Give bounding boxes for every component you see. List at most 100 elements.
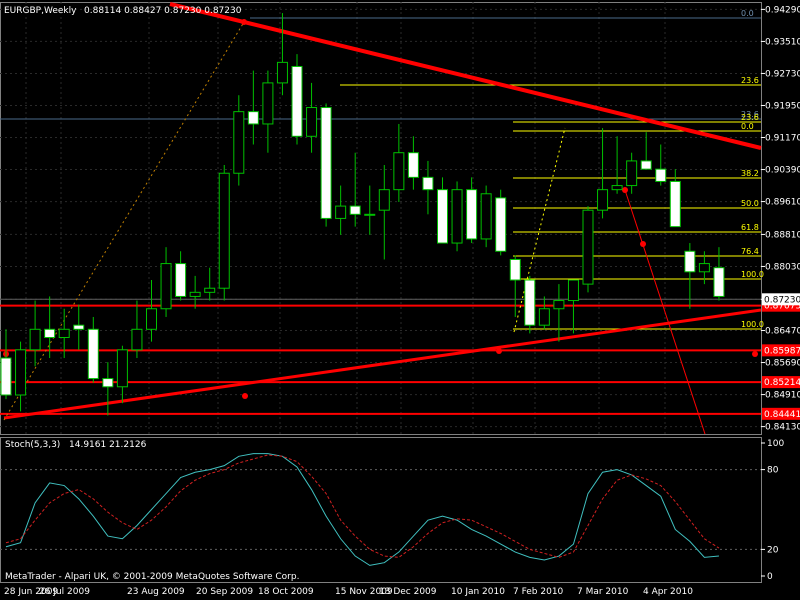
candle-body — [291, 65, 303, 137]
candle-body — [626, 160, 638, 187]
fib-label: 100.0 — [741, 320, 764, 329]
time-tick-label: 15 Nov 2009 — [335, 587, 393, 597]
resistance-trendline[interactable] — [169, 2, 762, 150]
stochastic-panel — [0, 453, 761, 566]
candle-body — [480, 193, 492, 240]
time-tick-label: 4 Apr 2010 — [643, 587, 693, 597]
anchor-point[interactable] — [640, 241, 646, 247]
candle-body — [306, 107, 318, 137]
time-tick-label: 7 Mar 2010 — [577, 587, 629, 597]
price-tick-label: 0.91170 — [765, 134, 800, 144]
price-tick-label: 0.91950 — [765, 101, 800, 111]
candle-body — [466, 189, 478, 240]
current-price-label: 0.87230 — [764, 295, 800, 305]
candle-body — [44, 328, 56, 338]
time-tick-label: 10 Jan 2010 — [451, 587, 505, 597]
candle-body — [553, 300, 565, 310]
candle-body — [655, 168, 667, 182]
candle-body — [684, 250, 696, 273]
candle-body — [15, 349, 27, 396]
stoch-tick-label: 100 — [767, 439, 784, 449]
candle-body — [58, 328, 70, 338]
candle-body — [87, 328, 99, 380]
candle-body — [116, 349, 128, 388]
candle-body — [146, 308, 157, 330]
level-price-tag — [762, 407, 800, 420]
price-tick-label: 0.93510 — [765, 37, 800, 47]
price-tick-label: 0.86470 — [765, 327, 800, 337]
candle-body — [378, 189, 390, 211]
price-tick-label: 0.89610 — [765, 198, 800, 208]
candle-body — [364, 213, 376, 216]
fib-label: 0.0 — [741, 122, 754, 131]
candle-body — [349, 205, 361, 215]
time-tick-label: 20 Sep 2009 — [196, 587, 253, 597]
time-tick-label: 28 Jun 2009 — [4, 587, 58, 597]
price-tick-label: 0.84910 — [765, 391, 800, 401]
stoch-tick-label: 80 — [767, 466, 779, 476]
candle-body — [524, 279, 536, 326]
candle-body — [320, 107, 332, 219]
candle-body — [262, 82, 274, 125]
fib-label: 38.2 — [741, 169, 759, 178]
candle-body — [495, 197, 507, 252]
price-tick-label: 0.85690 — [765, 359, 800, 369]
candle-body — [131, 328, 143, 351]
level-price-label: 0.87075 — [764, 302, 800, 312]
candle-body — [538, 308, 550, 326]
stoch-main-line — [5, 453, 719, 566]
anchor-point[interactable] — [242, 393, 248, 399]
stoch-values: 14.9161 21.2126 — [69, 440, 147, 450]
current-price-tag — [762, 293, 800, 306]
horizontal-levels — [0, 298, 761, 415]
candle-body — [713, 267, 725, 297]
anchor-point[interactable] — [241, 19, 247, 25]
copyright-text: MetaTrader - Alpari UK, © 2001-2009 Meta… — [5, 572, 299, 582]
price-tick-label: 0.88030 — [765, 262, 800, 272]
candle-body — [611, 185, 623, 191]
candle-body — [335, 205, 347, 219]
projection-line[interactable] — [624, 189, 706, 435]
level-price-tag — [762, 344, 800, 357]
candles — [0, 13, 725, 416]
candle-body — [0, 357, 12, 396]
stoch-tick-label: 20 — [767, 545, 779, 555]
candle-body — [640, 160, 652, 170]
fib-label: 100.0 — [741, 270, 764, 279]
candle-body — [204, 287, 216, 293]
fib-anchor-line — [513, 127, 566, 333]
support-trendline[interactable] — [3, 308, 762, 420]
trendlines[interactable] — [3, 2, 762, 435]
fib-label: 61.8 — [741, 223, 759, 232]
fib-label: 23.6 — [741, 110, 759, 119]
grid — [0, 2, 762, 583]
level-price-label: 0.85987 — [764, 346, 800, 356]
anchor-point[interactable] — [622, 187, 628, 193]
price-tick-label: 0.94290 — [765, 5, 800, 15]
time-tick-label: 26 Jul 2009 — [39, 587, 90, 597]
candle-body — [189, 291, 201, 297]
anchor-point[interactable] — [496, 348, 502, 354]
fib-label: 23.6 — [741, 76, 759, 85]
candle-body — [73, 324, 85, 330]
level-price-label: 0.85214 — [764, 378, 800, 388]
level-price-label: 0.84441 — [764, 410, 800, 420]
time-tick-label: 7 Feb 2010 — [513, 587, 564, 597]
candle-body — [29, 328, 41, 351]
price-axis: 0.94290 0.93510 0.92730 0.91950 0.91170 0.903… — [761, 5, 800, 582]
fib-label: 23.6 — [741, 113, 759, 122]
candle-body — [393, 152, 405, 191]
symbol-label: EURGBP,Weekly — [4, 6, 77, 16]
ohlc-readout: 0.88114 0.88427 0.87230 0.87230 — [84, 6, 242, 16]
fib-label: 50.0 — [741, 199, 759, 208]
price-pane-frame — [0, 2, 762, 435]
fib-label: 76.4 — [741, 247, 759, 256]
candle-body — [698, 263, 710, 273]
anchor-point[interactable] — [752, 351, 758, 357]
candle-body — [175, 263, 187, 297]
fib-label: 0.0 — [741, 9, 754, 18]
time-tick-label: 13 Dec 2009 — [379, 587, 437, 597]
